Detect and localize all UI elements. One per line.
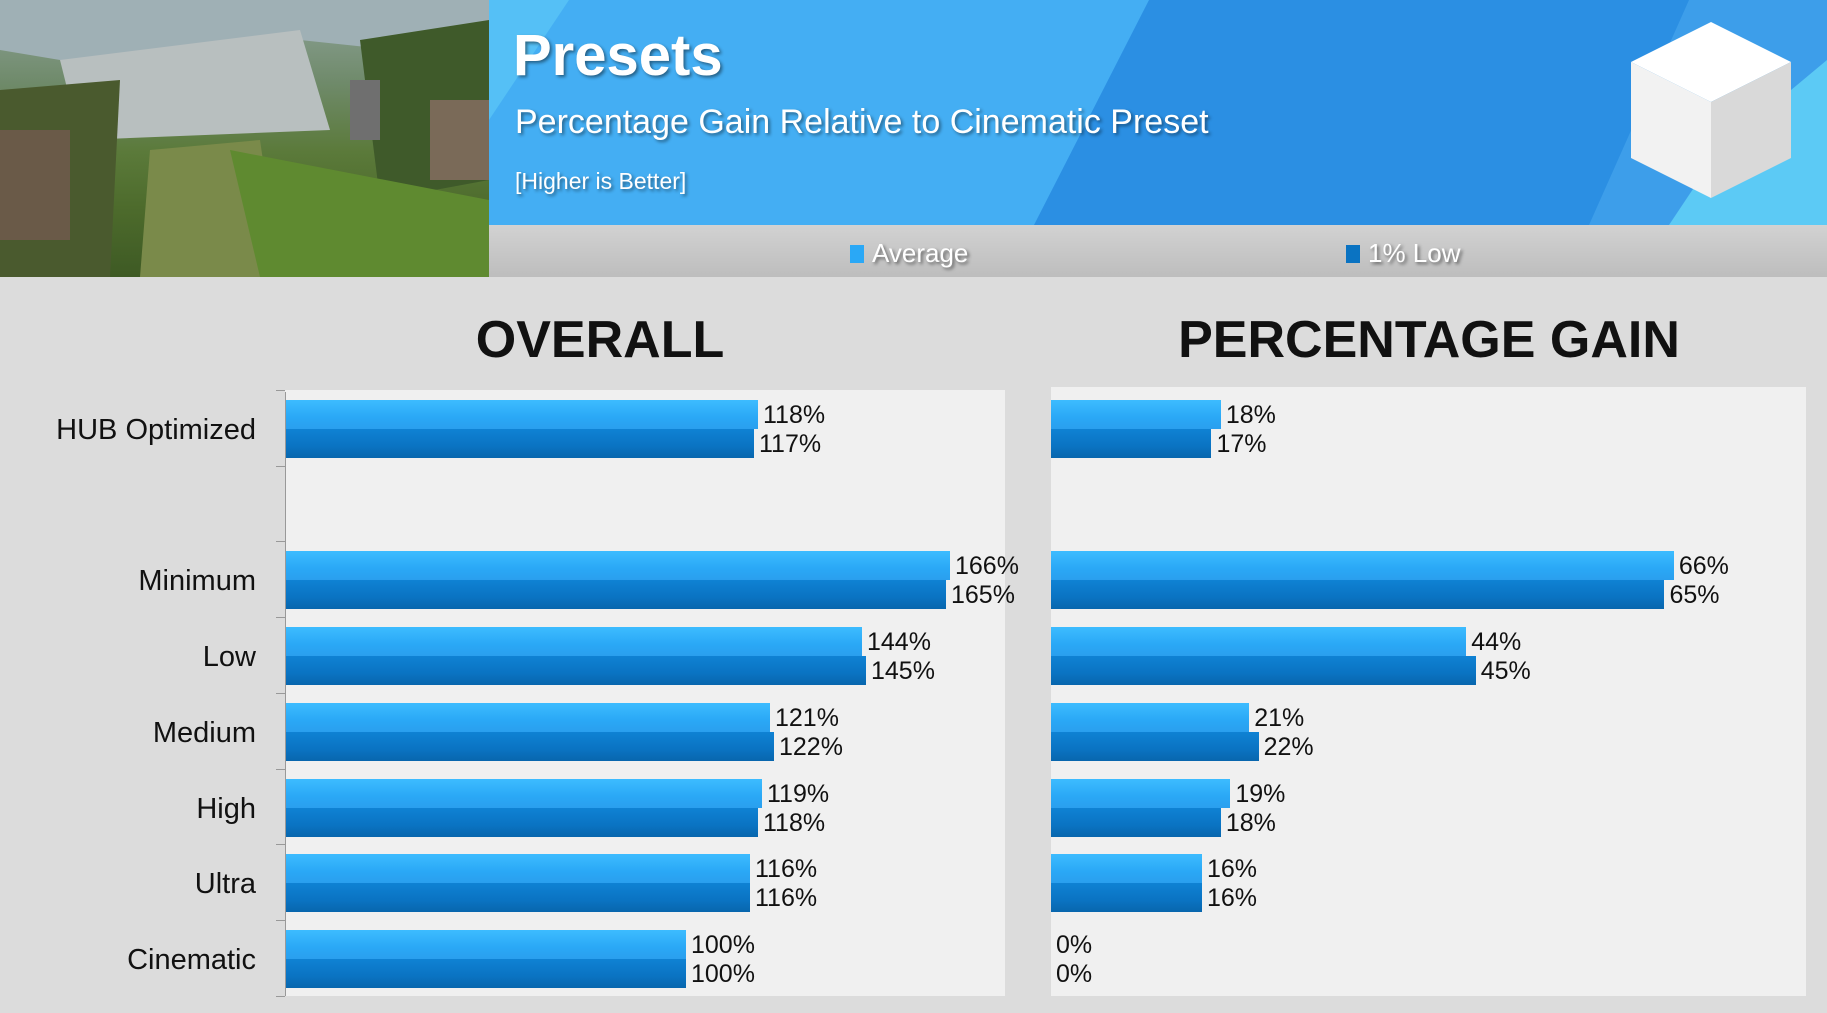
overall-bar-average bbox=[286, 702, 770, 732]
gain-value-label-1pct-low: 22% bbox=[1263, 732, 1314, 761]
gain-bar-1pct-low bbox=[1051, 580, 1665, 610]
overall-value-label-1pct-low: 100% bbox=[691, 959, 755, 988]
gain-bar-average bbox=[1051, 627, 1467, 657]
gain-bar-1pct-low bbox=[1051, 883, 1202, 913]
axis-tick bbox=[276, 390, 285, 391]
gain-value-label-1pct-low: 0% bbox=[1056, 959, 1093, 988]
overall-value-label-1pct-low: 118% bbox=[763, 808, 826, 837]
gain-bar-1pct-low bbox=[1051, 807, 1221, 837]
overall-value-label-1pct-low: 117% bbox=[759, 430, 822, 458]
gain-bar-average bbox=[1051, 400, 1221, 429]
overall-value-label-1pct-low: 122% bbox=[779, 732, 843, 761]
gain-bar-average bbox=[1051, 778, 1231, 808]
axis-tick bbox=[276, 692, 285, 694]
category-label: Low bbox=[202, 641, 256, 674]
category-label: Cinematic bbox=[127, 943, 256, 976]
overall-bar-1pct-low bbox=[286, 807, 758, 837]
overall-value-label-average: 100% bbox=[691, 930, 755, 959]
gain-bar-1pct-low bbox=[1051, 731, 1259, 761]
gain-value-label-1pct-low: 45% bbox=[1480, 657, 1531, 686]
overall-value-label-1pct-low: 145% bbox=[871, 657, 935, 686]
overall-bar-1pct-low bbox=[286, 958, 686, 988]
overall-bar-1pct-low bbox=[286, 883, 750, 913]
category-label: High bbox=[196, 792, 256, 825]
overall-value-label-average: 116% bbox=[755, 855, 818, 884]
gain-value-label-average: 19% bbox=[1235, 779, 1286, 808]
overall-value-label-average: 144% bbox=[867, 628, 931, 657]
chart-title-percentage-gain: PERCENTAGE GAIN bbox=[1178, 311, 1680, 369]
header-banner: Presets Percentage Gain Relative to Cine… bbox=[489, 0, 1827, 225]
gain-value-label-1pct-low: 65% bbox=[1669, 581, 1720, 610]
page-title: Presets bbox=[513, 23, 723, 88]
category-label: Minimum bbox=[138, 565, 256, 598]
overall-value-label-average: 166% bbox=[955, 552, 1019, 581]
game-scene-image bbox=[0, 0, 489, 277]
legend-swatch-1pct-low bbox=[1346, 244, 1360, 263]
axis-tick bbox=[276, 995, 285, 997]
higher-is-better-note: [Higher is Better] bbox=[515, 168, 687, 194]
overall-value-label-average: 119% bbox=[767, 779, 830, 808]
overall-bar-average bbox=[286, 778, 762, 808]
axis-tick bbox=[276, 844, 285, 846]
legend-label: 1% Low bbox=[1368, 238, 1461, 268]
overall-value-label-1pct-low: 165% bbox=[951, 581, 1015, 610]
gain-bar-average bbox=[1051, 702, 1250, 732]
legend-item-average: Average bbox=[850, 238, 968, 269]
cube-logo-icon bbox=[1631, 22, 1791, 198]
legend-swatch-average bbox=[850, 244, 864, 263]
legend-item-1pct-low: 1% Low bbox=[1346, 238, 1461, 269]
overall-axis-line bbox=[285, 392, 286, 996]
gain-value-label-average: 66% bbox=[1678, 552, 1729, 581]
gain-bar-average bbox=[1051, 854, 1202, 884]
overall-bar-average bbox=[286, 551, 950, 581]
overall-value-label-average: 121% bbox=[775, 703, 839, 732]
gain-bar-1pct-low bbox=[1051, 429, 1212, 458]
chart-title-overall: OVERALL bbox=[475, 311, 725, 369]
overall-value-label-1pct-low: 116% bbox=[755, 884, 818, 913]
axis-tick bbox=[276, 919, 285, 921]
overall-bar-average bbox=[286, 929, 686, 959]
axis-tick bbox=[276, 541, 285, 543]
overall-bar-average bbox=[286, 400, 758, 429]
axis-tick bbox=[276, 617, 285, 619]
gain-bar-average bbox=[1051, 551, 1674, 581]
category-label: HUB Optimized bbox=[56, 414, 256, 446]
gain-value-label-1pct-low: 17% bbox=[1216, 430, 1267, 458]
gain-value-label-1pct-low: 16% bbox=[1207, 884, 1258, 913]
overall-bar-1pct-low bbox=[286, 580, 946, 610]
game-screenshot-thumbnail bbox=[0, 0, 489, 277]
gain-bar-1pct-low bbox=[1051, 656, 1476, 686]
legend-bar bbox=[489, 225, 1827, 277]
axis-tick bbox=[276, 768, 285, 770]
gain-value-label-average: 0% bbox=[1056, 930, 1093, 959]
category-label: Medium bbox=[152, 716, 256, 749]
gain-value-label-average: 21% bbox=[1254, 703, 1305, 732]
overall-value-label-average: 118% bbox=[763, 401, 826, 429]
category-label: Ultra bbox=[194, 868, 256, 901]
overall-bar-average bbox=[286, 854, 750, 884]
overall-bar-1pct-low bbox=[286, 731, 774, 761]
gain-value-label-average: 44% bbox=[1471, 628, 1522, 657]
page-subtitle: Percentage Gain Relative to Cinematic Pr… bbox=[515, 103, 1209, 141]
overall-bar-1pct-low bbox=[286, 429, 754, 458]
gain-value-label-average: 18% bbox=[1225, 401, 1276, 429]
axis-tick bbox=[276, 465, 285, 467]
gain-value-label-average: 16% bbox=[1207, 855, 1258, 884]
legend-label: Average bbox=[872, 238, 969, 268]
gain-value-label-1pct-low: 18% bbox=[1225, 808, 1276, 837]
overall-bar-average bbox=[286, 627, 862, 657]
overall-bar-1pct-low bbox=[286, 656, 866, 686]
